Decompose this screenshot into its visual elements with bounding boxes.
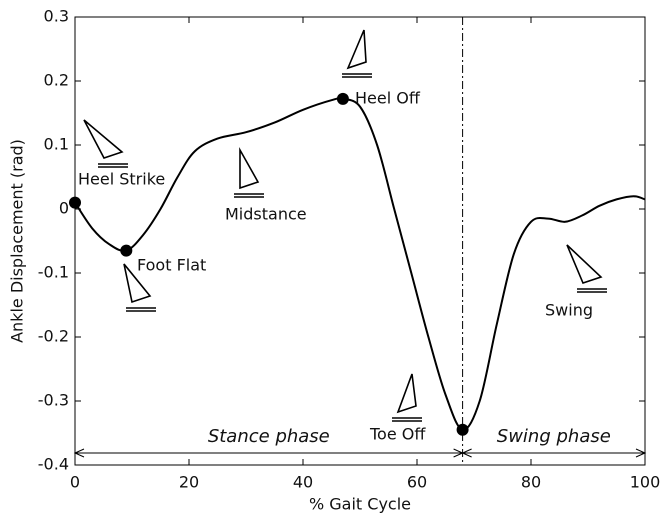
x-tick-label: 40	[293, 473, 313, 492]
foot-icon-part	[346, 29, 367, 70]
y-tick-label: 0	[59, 199, 69, 218]
foot-icon-part	[239, 146, 260, 190]
key-event-label: Toe Off	[369, 425, 426, 444]
foot-icon	[566, 244, 607, 293]
phase-label: Swing phase	[497, 426, 611, 447]
x-tick-label: 60	[407, 473, 427, 492]
key-event-label: Heel Off	[355, 89, 421, 108]
arrow-head	[461, 448, 472, 458]
foot-icon	[342, 29, 372, 78]
y-tick-label: 0.2	[44, 71, 69, 90]
x-tick-label: 0	[70, 473, 80, 492]
key-event-marker	[456, 423, 469, 436]
foot-icon-part	[566, 244, 603, 284]
foot-icon	[83, 119, 128, 168]
key-event-marker	[69, 196, 81, 209]
phase-label: Swing	[545, 301, 593, 320]
phase-label: Midstance	[225, 205, 307, 224]
foot-icon-part	[123, 263, 152, 304]
y-tick-label: -0.4	[38, 455, 69, 474]
x-tick-label: 100	[630, 473, 661, 492]
arrow-head	[73, 448, 85, 458]
y-tick-label: 0.1	[44, 135, 69, 154]
y-tick-label: -0.2	[38, 327, 69, 346]
foot-icon	[123, 263, 156, 312]
x-tick-label: 20	[179, 473, 199, 492]
key-event-label: Heel Strike	[78, 170, 165, 189]
x-axis-label: % Gait Cycle	[309, 495, 411, 514]
key-event-label: Foot Flat	[137, 256, 206, 275]
foot-icon	[392, 373, 422, 422]
phase-label: Stance phase	[208, 426, 330, 447]
key-event-marker	[120, 244, 133, 257]
y-tick-label: -0.1	[38, 263, 69, 282]
foot-icon	[234, 146, 264, 198]
y-axis-label: Ankle Displacement (rad)	[8, 139, 27, 343]
arrow-head	[635, 448, 647, 458]
plot-frame	[74, 16, 646, 466]
foot-icon-part	[396, 373, 417, 414]
x-tick-label: 80	[521, 473, 541, 492]
curve	[74, 97, 646, 431]
y-tick-label: 0.3	[44, 7, 69, 26]
y-tick-label: -0.3	[38, 391, 69, 410]
key-event-marker	[336, 92, 349, 105]
foot-icon-part	[83, 119, 124, 159]
